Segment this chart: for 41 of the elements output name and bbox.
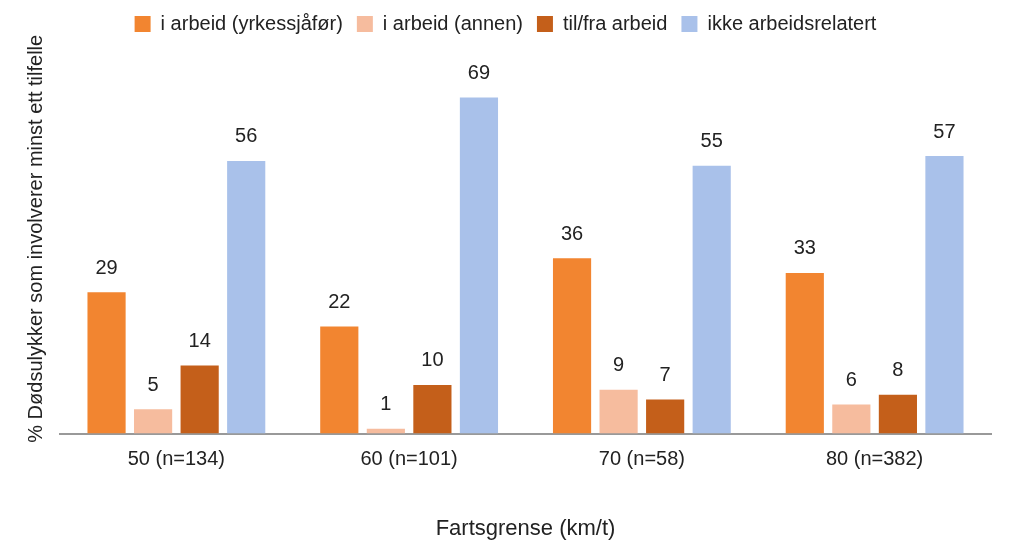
bar — [552, 258, 592, 434]
x-tick-label: 80 (n=382) — [825, 447, 924, 470]
data-label: 1 — [380, 392, 392, 415]
bar — [925, 156, 964, 434]
x-tick-label: 50 (n=134) — [127, 447, 226, 470]
bar — [785, 272, 824, 434]
legend-label: til/fra arbeid — [562, 11, 668, 34]
bar — [599, 389, 638, 434]
y-axis-title: % Dødsulykker som involverer minst ett tilfelle — [23, 34, 46, 443]
bar — [320, 326, 359, 434]
data-label: 33 — [793, 236, 816, 259]
data-label: 56 — [235, 124, 258, 147]
legend-label: ikke arbeidsrelatert — [707, 11, 877, 34]
data-label: 5 — [147, 372, 159, 395]
bar — [646, 399, 685, 434]
x-axis-title: Fartsgrense (km/t) — [435, 514, 616, 540]
data-label: 6 — [845, 367, 857, 390]
x-tick-label: 70 (n=58) — [598, 447, 685, 470]
bar — [180, 365, 219, 434]
data-label: 55 — [700, 129, 723, 152]
data-label: 29 — [95, 255, 118, 278]
x-tick-label: 60 (n=101) — [360, 447, 458, 470]
bar — [87, 292, 126, 434]
data-label: 10 — [421, 348, 444, 371]
data-label: 57 — [933, 119, 956, 142]
bar — [832, 404, 871, 434]
data-label: 36 — [560, 221, 584, 244]
data-label: 14 — [188, 328, 211, 351]
data-label: 22 — [328, 289, 351, 312]
data-label: 7 — [659, 363, 671, 386]
bar — [227, 160, 266, 434]
bar — [692, 165, 731, 434]
data-label: 9 — [613, 353, 625, 376]
bar — [413, 384, 452, 434]
bar — [459, 97, 499, 434]
legend-label: i arbeid (yrkessjåfør) — [160, 11, 343, 34]
legend-label: i arbeid (annen) — [382, 11, 523, 34]
data-label: 69 — [467, 61, 491, 84]
data-label: 8 — [892, 358, 904, 381]
bar — [134, 409, 173, 434]
bar — [878, 394, 917, 434]
